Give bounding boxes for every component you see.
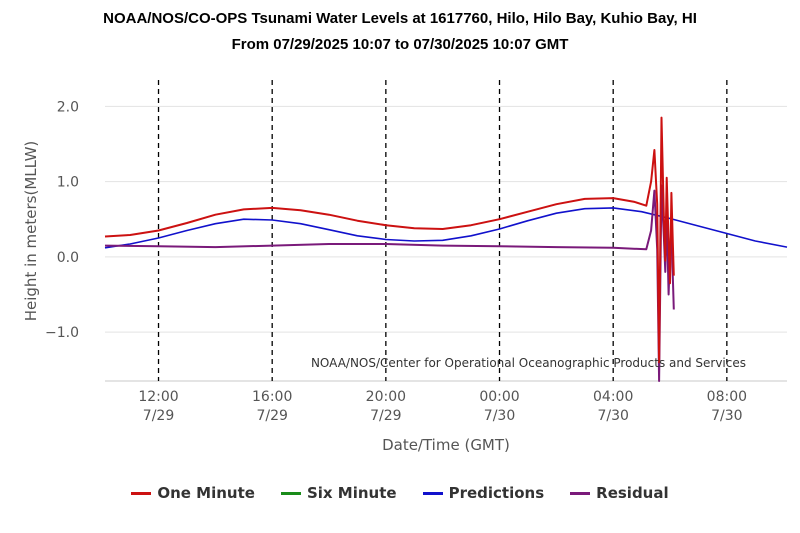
- legend-label: One Minute: [157, 484, 255, 502]
- x-tick-time-label: 20:00: [366, 389, 406, 405]
- legend-item-residual[interactable]: Residual: [570, 484, 669, 502]
- y-tick-label: −1.0: [45, 325, 79, 341]
- x-tick-date-label: 7/29: [370, 408, 401, 424]
- series-line-residual: [104, 184, 675, 382]
- chart-legend: One Minute Six Minute Predictions Residual: [0, 484, 800, 502]
- chart-title: NOAA/NOS/CO-OPS Tsunami Water Levels at …: [103, 10, 697, 27]
- x-tick-time-label: 16:00: [252, 389, 292, 405]
- series-line-predictions: [104, 207, 788, 249]
- y-tick-label: 1.0: [57, 175, 79, 191]
- legend-item-six-minute[interactable]: Six Minute: [280, 484, 397, 502]
- x-axis-label: Date/Time (GMT): [382, 436, 510, 454]
- legend-item-predictions[interactable]: Predictions: [422, 484, 545, 502]
- x-tick-date-label: 7/30: [711, 408, 742, 424]
- legend-swatch: [131, 491, 152, 495]
- grid-lines: [105, 105, 787, 382]
- chart-subtitle: From 07/29/2025 10:07 to 07/30/2025 10:0…: [231, 36, 569, 53]
- x-tick-date-label: 7/30: [597, 408, 628, 424]
- x-tick-time-label: 00:00: [479, 389, 519, 405]
- legend-label: Six Minute: [306, 484, 397, 502]
- x-axis-ticks: 12:00 7/29 16:00 7/29 20:00 7/29 00:00 7/30 04:0…: [138, 389, 747, 424]
- y-tick-label: 2.0: [57, 99, 79, 115]
- y-axis-label: Height in meters(MLLW): [22, 141, 40, 322]
- x-tick-date-label: 7/29: [256, 408, 287, 424]
- time-marker-lines: [157, 80, 728, 381]
- legend-swatch: [280, 491, 301, 495]
- x-tick-time-label: 12:00: [138, 389, 178, 405]
- chart-credit: NOAA/NOS/Center for Operational Oceanogr…: [311, 356, 746, 370]
- y-tick-label: 0.0: [57, 250, 79, 266]
- x-tick-date-label: 7/30: [484, 408, 515, 424]
- legend-label: Residual: [596, 484, 669, 502]
- y-axis-ticks: 2.0 1.0 0.0 −1.0: [45, 99, 79, 341]
- x-tick-date-label: 7/29: [143, 408, 174, 424]
- x-tick-time-label: 04:00: [593, 389, 633, 405]
- series-lines: [104, 116, 788, 382]
- legend-item-one-minute[interactable]: One Minute: [131, 484, 255, 502]
- legend-swatch: [422, 491, 443, 495]
- x-tick-time-label: 08:00: [707, 389, 747, 405]
- legend-label: Predictions: [448, 484, 545, 502]
- series-line-one-minute: [104, 116, 675, 364]
- legend-swatch: [570, 491, 591, 495]
